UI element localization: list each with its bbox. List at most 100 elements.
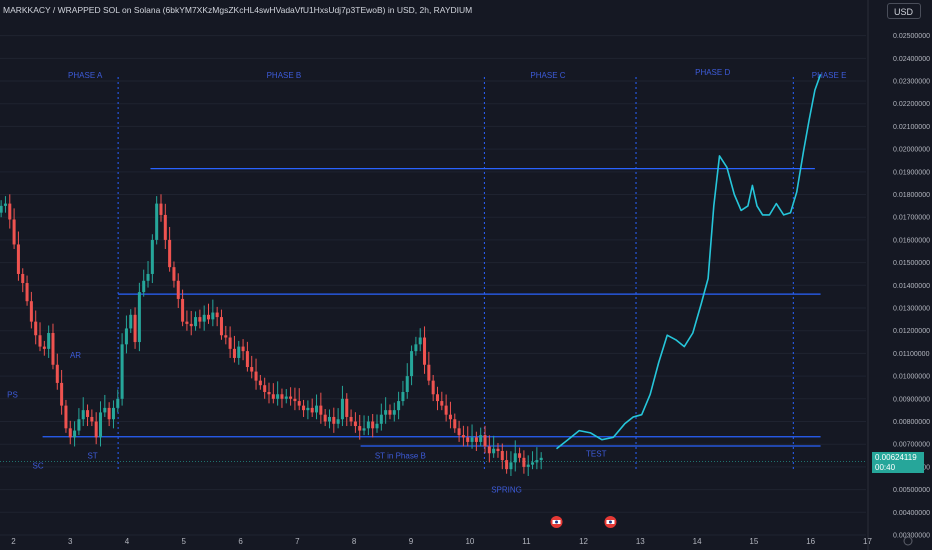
- candle: [254, 371, 258, 381]
- x-tick-label: 11: [522, 537, 531, 546]
- y-tick-label: 0.01400000: [893, 283, 930, 290]
- candles: [0, 194, 543, 476]
- candle: [276, 394, 280, 399]
- candle: [470, 437, 474, 442]
- candle: [68, 428, 72, 438]
- x-tick-label: 6: [238, 537, 243, 546]
- candle: [379, 414, 383, 424]
- settings-icon: [903, 536, 913, 546]
- x-axis: 2 3 4 5 6 7 8 9 10 11 12 13 14 15 16 17: [11, 536, 913, 546]
- candle: [150, 239, 154, 274]
- candle: [526, 464, 530, 467]
- candle: [258, 380, 262, 386]
- candle: [142, 280, 146, 293]
- event-flag-dot: [555, 520, 559, 524]
- y-tick-label: 0.00300000: [893, 533, 930, 540]
- candle: [64, 405, 68, 429]
- candle: [120, 344, 124, 399]
- annotation-label: SC: [32, 461, 43, 470]
- candle: [189, 323, 193, 327]
- y-tick-label: 0.01200000: [893, 328, 930, 335]
- y-tick-label: 0.01800000: [893, 192, 930, 199]
- candle: [500, 451, 504, 461]
- candle: [427, 364, 431, 381]
- x-tick-label: 17: [863, 537, 872, 546]
- annotations: PHASE A PHASE B PHASE C PHASE D PHASE E PS AR S…: [7, 68, 846, 494]
- candle: [159, 203, 163, 215]
- x-tick-label: 2: [11, 537, 16, 546]
- candle: [440, 401, 444, 406]
- y-tick-label: 0.02100000: [893, 124, 930, 131]
- x-tick-label: 7: [295, 537, 300, 546]
- candle: [410, 351, 414, 377]
- candle: [448, 414, 452, 420]
- candle: [323, 414, 327, 422]
- candle: [3, 203, 7, 206]
- candle: [349, 416, 353, 422]
- x-tick-label: 15: [749, 537, 758, 546]
- candle: [51, 332, 55, 365]
- candle: [271, 394, 275, 399]
- candle: [284, 396, 288, 399]
- candle: [479, 435, 483, 442]
- candle: [513, 453, 517, 463]
- candle: [55, 364, 59, 383]
- candle: [435, 394, 440, 402]
- x-tick-label: 9: [409, 537, 414, 546]
- candle: [414, 344, 418, 352]
- currency-button[interactable]: USD: [887, 3, 921, 19]
- candle: [228, 337, 232, 349]
- candle: [371, 421, 375, 429]
- candle: [487, 446, 491, 454]
- annotation-label: PS: [7, 391, 18, 400]
- candle: [90, 416, 94, 422]
- candle: [137, 292, 141, 343]
- candle: [146, 273, 150, 281]
- candle: [29, 301, 33, 322]
- y-tick-label: 0.00700000: [893, 442, 930, 449]
- last-price-tag: 0.00624119 00:40: [872, 452, 924, 473]
- x-tick-label: 5: [182, 537, 187, 546]
- candle: [25, 283, 29, 302]
- candle: [431, 380, 435, 395]
- candle: [444, 405, 448, 415]
- y-tick-label: 0.02400000: [893, 56, 930, 63]
- candle: [366, 421, 370, 429]
- candle: [215, 312, 219, 318]
- candle: [310, 407, 314, 413]
- candle: [211, 312, 215, 320]
- y-tick-label: 0.01900000: [893, 169, 930, 176]
- candle: [397, 401, 401, 411]
- candle: [293, 398, 297, 402]
- candle: [496, 448, 500, 452]
- y-tick-label: 0.01100000: [893, 351, 930, 358]
- x-tick-label: 16: [806, 537, 815, 546]
- event-icons: [550, 516, 617, 528]
- candle: [263, 385, 267, 392]
- annotation-label: TEST: [586, 449, 607, 458]
- x-tick-label: 4: [125, 537, 130, 546]
- candle: [237, 346, 241, 358]
- y-tick-label: 0.02000000: [893, 147, 930, 154]
- candle: [362, 428, 366, 431]
- x-tick-label: 13: [636, 537, 645, 546]
- candle: [306, 407, 310, 411]
- candle: [315, 405, 319, 413]
- candle: [185, 321, 189, 324]
- phase-dividers: [117, 77, 794, 470]
- candle: [401, 391, 405, 402]
- candle: [155, 203, 159, 240]
- candle: [176, 280, 180, 299]
- candle: [518, 453, 522, 458]
- grid: [0, 35, 866, 536]
- annotation-label: PHASE D: [695, 68, 730, 77]
- x-tick-label: 3: [68, 537, 73, 546]
- candle: [8, 203, 12, 220]
- candle: [375, 423, 379, 429]
- y-tick-label: 0.01600000: [893, 237, 930, 244]
- candle: [241, 346, 245, 352]
- candle: [107, 407, 111, 420]
- candle: [345, 398, 349, 417]
